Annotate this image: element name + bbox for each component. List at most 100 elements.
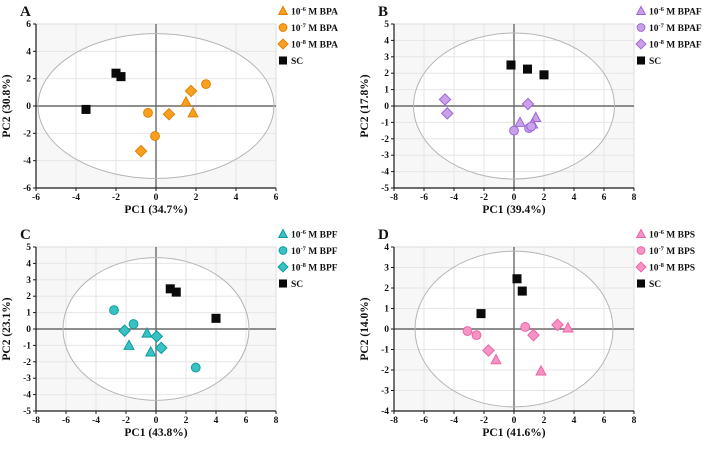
y-tick-label: -4 [23,157,31,167]
series-circle-markers [509,121,537,136]
y-axis-title: PC2 (23.1%) [1,297,13,360]
x-tick-label: 6 [274,193,279,203]
data-point [190,362,201,373]
y-tick-label: -1 [381,118,389,128]
y-tick-label: 0 [384,102,389,112]
legend-diamond-icon [635,38,647,50]
y-tick-label: -1 [23,341,31,351]
panel-letter: C [20,227,31,243]
data-point [438,93,452,106]
confidence-ellipse [37,33,275,179]
y-tick-label: -5 [23,407,31,417]
data-point [201,79,211,90]
legend-label: SC [291,280,303,290]
series-square-markers [165,284,221,323]
data-point [471,330,482,341]
y-tick-label: -4 [381,168,389,178]
legend-square-icon [278,279,288,288]
legend-triangle-icon [635,228,647,239]
legend-square-icon [636,56,646,65]
y-tick-label: 3 [384,264,389,274]
y-tick-label: 3 [384,53,389,63]
x-axis-title: PC1 (43.8%) [124,427,187,439]
data-point [509,125,519,136]
data-point [517,286,527,296]
x-tick-label: -4 [92,416,100,426]
data-point [462,326,473,336]
y-tick-label: 2 [26,75,31,85]
x-tick-label: 2 [542,193,547,203]
panel-A: -6 -4 -2 0 2 4 6 -6 -4 -2 0 2 4 6 PC1 (34.7%) PC2 (30.8… [0,0,358,223]
legend-circle-icon [278,23,288,32]
x-tick-label: 8 [274,416,279,426]
data-point [154,341,168,355]
data-point [134,144,148,158]
x-tick-label: -6 [420,193,428,203]
legend: 10-6 M BPS 10-7 M BPS 10-8 M BPS SC [635,228,695,290]
x-tick-label: 4 [572,416,577,426]
legend-diamond-icon [277,261,289,273]
y-tick-label: 2 [384,284,389,294]
legend-label: SC [649,280,661,290]
y-tick-label: 3 [26,276,31,286]
x-tick-label: 4 [234,193,239,203]
legend: 10-6 M BPF 10-7 M BPF 10-8 M BPF SC [277,228,338,290]
x-axis-title: PC1 (34.7%) [124,204,187,216]
y-tick-label: -3 [381,387,389,397]
confidence-ellipse [62,257,250,401]
x-tick-label: 2 [184,416,189,426]
y-axis-title: PC2 (30.8%) [1,74,13,137]
x-tick-label: -4 [450,416,458,426]
data-point [180,95,192,107]
legend-label: SC [291,57,303,67]
series-triangle-markers [180,95,199,118]
y-tick-label: 1 [26,309,31,319]
series-circle-markers [462,322,531,341]
legend-diamond-icon [277,38,289,50]
y-tick-label: -1 [381,346,389,356]
y-tick-label: -2 [381,135,389,145]
y-tick-label: 0 [26,325,31,335]
panel-A-plot: -6 -4 -2 0 2 4 6 -6 -4 -2 0 2 4 6 PC1 (34.7%) PC2 (30.8… [1,4,338,216]
x-tick-label: 2 [194,193,199,203]
series-diamond-markers [118,324,168,355]
data-point [520,322,531,332]
x-tick-label: 8 [632,193,637,203]
y-tick-label: -2 [23,358,31,368]
y-tick-label: 0 [26,102,31,112]
data-point [116,72,126,82]
legend-label: 10-7 M BPF [291,246,338,258]
y-tick-label: -4 [381,407,389,417]
data-point [187,106,199,118]
x-tick-label: 0 [154,416,159,426]
series-circle-markers [109,305,201,373]
legend-label: 10-7 M BPS [649,246,695,258]
x-tick-label: -4 [72,193,80,203]
x-tick-label: 4 [214,416,219,426]
y-tick-label: 4 [384,36,389,46]
data-point [482,344,495,357]
legend: 10-6 M BPAF 10-7 M BPAF 10-8 M BPAF SC [635,5,702,67]
x-tick-label: 0 [512,416,517,426]
x-tick-label: 6 [244,416,249,426]
panel-D-plot: -8 -6 -4 -2 0 2 4 6 8 -4 -3 -2 -1 0 1 2 3 4 PC1 (41.6%) PC2… [359,227,695,439]
legend-label: 10-8 M BPA [291,39,338,51]
panel-C-plot: -8 -6 -4 -2 0 2 4 6 8 -5 -4 -3 -2 -1 0 1 2 3 4 5 PC1 (43.8%)… [1,227,338,439]
y-tick-label: -5 [381,184,389,194]
y-tick-label: 1 [384,305,389,315]
legend-label: 10-8 M BPAF [649,39,702,51]
y-axis-title: PC2 (14.0%) [359,297,371,360]
y-tick-label: 6 [26,20,31,30]
panel-C: -8 -6 -4 -2 0 2 4 6 8 -5 -4 -3 -2 -1 0 1 2 3 4 5 PC1 (43.8%)… [0,223,358,446]
data-point [109,305,119,316]
panel-letter: A [20,4,31,20]
x-tick-label: -2 [480,416,488,426]
panel-B-plot: -8 -6 -4 -2 0 2 4 6 8 -5 -4 -3 -2 -1 0 1 2 3 4 5 PC1 (39.4%)… [359,4,702,216]
legend-triangle-icon [635,5,647,16]
legend-triangle-icon [277,5,289,16]
y-axis-title: PC2 (17.8%) [359,74,371,137]
y-tick-label: 4 [26,47,31,57]
data-point [150,330,164,343]
x-tick-label: 0 [154,193,159,203]
